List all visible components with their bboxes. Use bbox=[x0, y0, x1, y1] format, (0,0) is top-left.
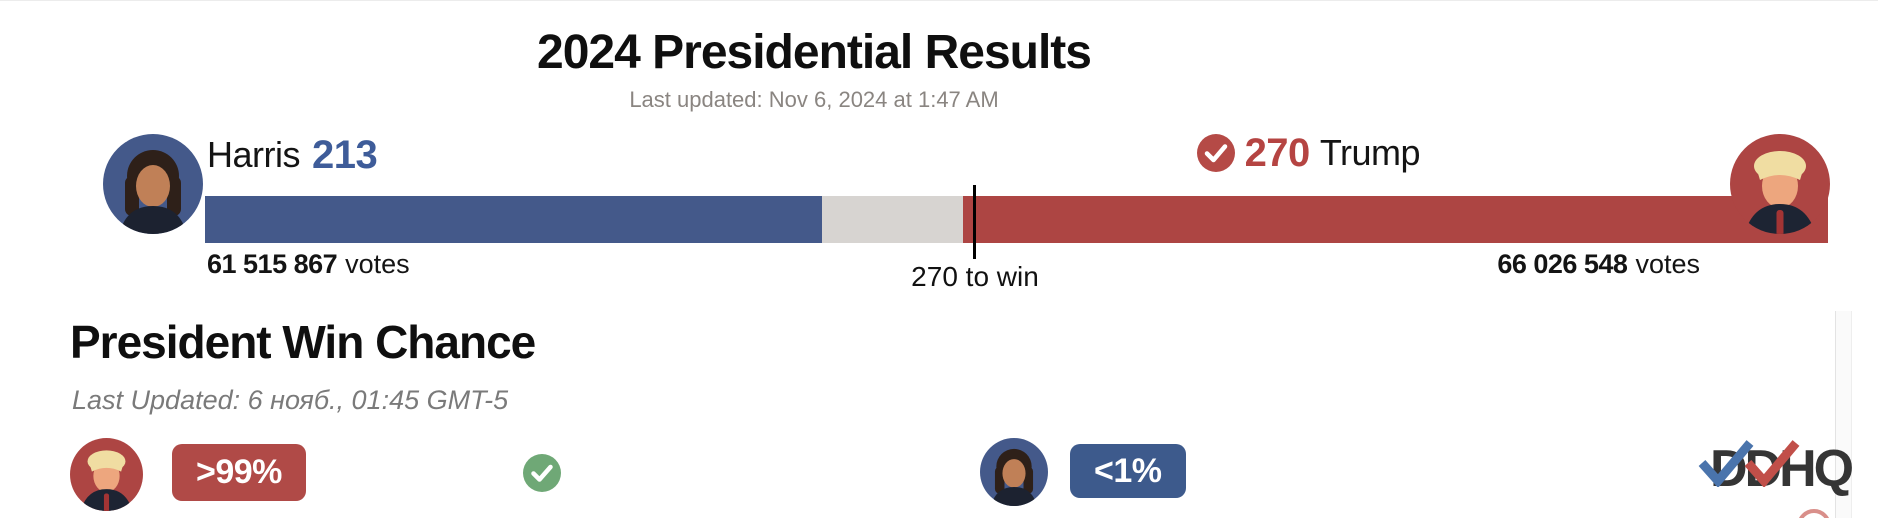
trump-label-row: 270 Trump bbox=[1196, 129, 1421, 177]
race-called-check-icon bbox=[523, 454, 561, 492]
win-chance-last-updated: Last Updated: 6 нояб., 01:45 GMT-5 bbox=[72, 385, 509, 415]
harris-vote-count: 61 515 867 bbox=[207, 249, 338, 279]
partial-circle-below-fold bbox=[1797, 509, 1831, 518]
harris-avatar bbox=[103, 134, 203, 234]
widget-scrollbar[interactable] bbox=[1835, 311, 1852, 518]
page-title: 2024 Presidential Results bbox=[537, 26, 1092, 79]
trump-win-chance-avatar bbox=[70, 438, 143, 511]
harris-win-chance-avatar bbox=[980, 438, 1048, 506]
trump-vote-count: 66 026 548 bbox=[1497, 249, 1628, 279]
harris-portrait-small bbox=[991, 448, 1037, 506]
trump-portrait-small bbox=[80, 450, 133, 511]
harris-portrait bbox=[119, 150, 187, 234]
bar-segment-rep bbox=[962, 196, 1828, 243]
trump-portrait bbox=[1744, 151, 1816, 234]
trump-votes-label: votes bbox=[1635, 249, 1700, 279]
bar-segment-dem bbox=[205, 196, 822, 243]
win-threshold-marker bbox=[972, 185, 976, 259]
winner-check-icon bbox=[1196, 134, 1235, 172]
ddhq-blue-check-icon bbox=[1698, 440, 1754, 487]
harris-win-chance-badge: <1% bbox=[1070, 444, 1186, 498]
harris-vote-total: 61 515 867 votes bbox=[207, 249, 410, 280]
trump-win-chance-badge: >99% bbox=[172, 444, 306, 501]
results-last-updated: Last updated: Nov 6, 2024 at 1:47 AM bbox=[629, 87, 999, 112]
harris-votes-label: votes bbox=[345, 249, 410, 279]
trump-name: Trump bbox=[1319, 132, 1421, 173]
trump-electoral-votes: 270 bbox=[1244, 130, 1311, 175]
ddhq-logo[interactable]: DDHQ bbox=[1698, 439, 1854, 503]
harris-name: Harris bbox=[207, 134, 301, 175]
win-threshold-label: 270 to win bbox=[911, 261, 1039, 292]
trump-vote-total: 66 026 548 votes bbox=[1497, 249, 1700, 280]
bar-segment-undecided bbox=[821, 196, 963, 243]
electoral-votes-bar bbox=[205, 185, 1828, 259]
win-chance-title: President Win Chance bbox=[70, 316, 536, 368]
ddhq-logo-text: DDHQ bbox=[1710, 440, 1854, 498]
ddhq-red-check-icon bbox=[1744, 440, 1800, 487]
harris-electoral-votes: 213 bbox=[312, 132, 378, 177]
harris-label-row: Harris 213 bbox=[207, 131, 378, 179]
trump-avatar bbox=[1730, 134, 1830, 234]
